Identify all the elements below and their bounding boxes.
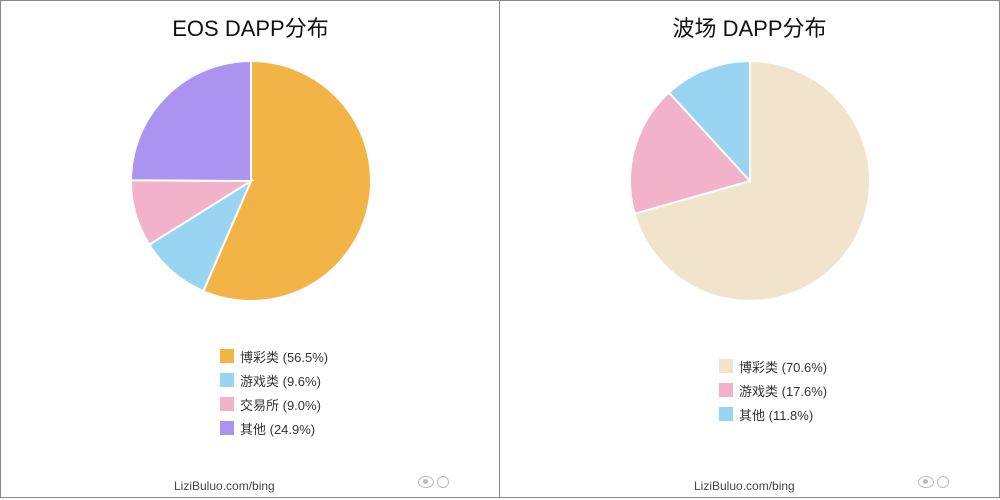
legend-label: 游戏类 (17.6%)	[739, 383, 828, 399]
legend-item: 交易所 (9.0%)	[220, 392, 328, 416]
legend-swatch	[719, 383, 733, 397]
chart-panel-tron: 波场 DAPP分布	[499, 0, 1000, 498]
legend-swatch	[719, 407, 733, 421]
legend-label: 游戏类 (9.6%)	[240, 373, 321, 389]
source-url: LiziBuluo.com/bing	[694, 479, 795, 493]
source-url: LiziBuluo.com/bing	[174, 479, 275, 493]
chart-panel-eos: EOS DAPP分布	[0, 0, 501, 498]
legend-item: 其他 (24.9%)	[220, 416, 328, 440]
chart-title-eos: EOS DAPP分布	[172, 16, 329, 41]
legend-swatch	[220, 373, 234, 387]
legend-tron: 博彩类 (70.6%) 游戏类 (17.6%) 其他 (11.8%)	[719, 354, 827, 426]
chart-title-tron: 波场 DAPP分布	[672, 16, 827, 41]
legend-swatch	[220, 421, 234, 435]
pie-chart-eos	[129, 59, 372, 302]
at-icon	[437, 476, 449, 488]
legend-item: 博彩类 (56.5%)	[220, 344, 328, 368]
legend-eos: 博彩类 (56.5%) 游戏类 (9.6%) 交易所 (9.0%) 其他 (24…	[220, 344, 328, 440]
pie-slice-0	[202, 59, 372, 302]
legend-label: 其他 (24.9%)	[240, 421, 316, 437]
legend-swatch	[220, 397, 234, 411]
legend-label: 交易所 (9.0%)	[240, 397, 321, 413]
legend-swatch	[719, 359, 733, 373]
legend-item: 其他 (11.8%)	[719, 402, 827, 426]
pie-chart-tron	[629, 59, 872, 302]
legend-label: 博彩类 (56.5%)	[240, 349, 329, 365]
pie-slice-1	[629, 91, 752, 215]
watermark	[418, 476, 451, 488]
watermark	[918, 476, 951, 488]
legend-label: 其他 (11.8%)	[739, 407, 814, 423]
legend-item: 博彩类 (70.6%)	[719, 354, 827, 378]
legend-swatch	[220, 349, 234, 363]
legend-label: 博彩类 (70.6%)	[739, 359, 828, 375]
legend-item: 游戏类 (17.6%)	[719, 378, 827, 402]
pie-slice-3	[129, 59, 252, 183]
weibo-icon	[418, 476, 434, 488]
weibo-icon	[918, 476, 934, 488]
pie-slice-2	[667, 59, 751, 184]
at-icon	[937, 476, 949, 488]
pie-slice-0	[633, 59, 872, 302]
legend-item: 游戏类 (9.6%)	[220, 368, 328, 392]
